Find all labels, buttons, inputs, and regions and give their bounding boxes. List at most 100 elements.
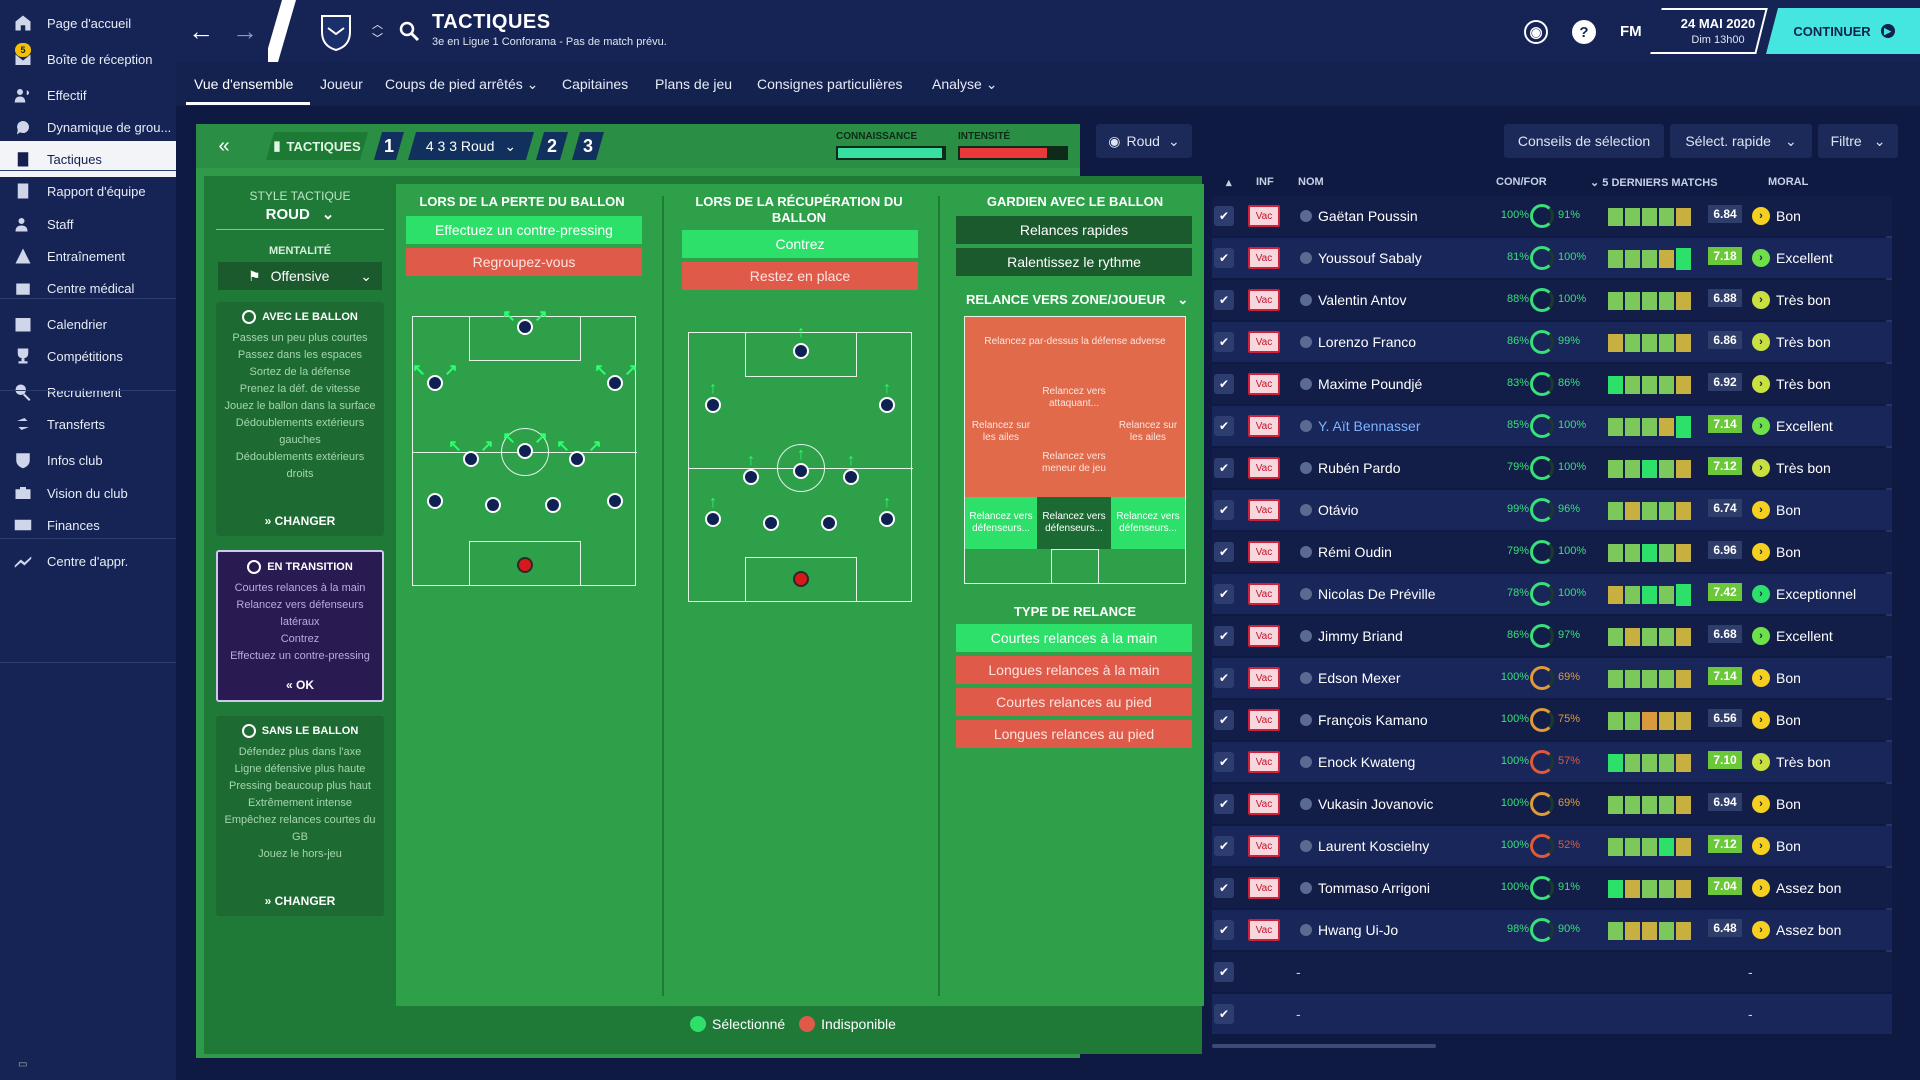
player-name[interactable]: Otávio xyxy=(1318,502,1359,518)
out-possession-box[interactable]: SANS LE BALLON Défendez plus dans l'axe L… xyxy=(216,716,384,916)
check-icon[interactable]: ✔ xyxy=(1214,206,1234,226)
check-icon[interactable]: ✔ xyxy=(1214,332,1234,352)
club-switch-arrows-icon[interactable]: ︿ ﹀ xyxy=(372,19,383,45)
slow-pace-button[interactable]: Ralentissez le rythme xyxy=(956,248,1192,276)
check-icon[interactable]: ✔ xyxy=(1214,752,1234,772)
sidebar-item-vision[interactable]: Vision du club xyxy=(0,475,176,511)
distribute-quickly-button[interactable]: Relances rapides xyxy=(956,216,1192,244)
table-row[interactable]: ✔ Vac Laurent Koscielny 100% 52% 7.12 › Bon xyxy=(1212,826,1892,866)
table-row[interactable]: ✔ Vac Vukasin Jovanovic 100% 69% 6.94 › Bon xyxy=(1212,784,1892,824)
sort-up-icon[interactable]: ▴ xyxy=(1226,177,1232,189)
club-crest-icon[interactable] xyxy=(318,12,354,52)
check-icon[interactable]: ✔ xyxy=(1214,500,1234,520)
in-possession-change-button[interactable]: » CHANGER xyxy=(264,514,336,528)
check-icon[interactable]: ✔ xyxy=(1214,920,1234,940)
check-icon[interactable]: ✔ xyxy=(1214,626,1234,646)
selection-advice-button[interactable]: Conseils de sélection xyxy=(1504,124,1664,158)
sidebar-item-calendar[interactable]: Calendrier xyxy=(0,306,176,342)
long-throw-button[interactable]: Longues relances à la main xyxy=(956,656,1192,684)
sidebar-item-report[interactable]: Rapport d'équipe xyxy=(0,173,176,209)
help-icon[interactable]: ? xyxy=(1572,20,1596,44)
player-name[interactable]: Lorenzo Franco xyxy=(1318,334,1417,350)
table-row[interactable]: ✔ Vac Youssouf Sabaly 81% 100% 7.18 › Excellent xyxy=(1212,238,1892,278)
tab-3[interactable]: Capitaines xyxy=(562,76,628,92)
table-row[interactable]: ✔ Vac Rémi Oudin 79% 100% 6.96 › Bon xyxy=(1212,532,1892,572)
sidebar-item-tactics[interactable]: Tactiques xyxy=(0,141,176,177)
check-icon[interactable]: ✔ xyxy=(1214,416,1234,436)
table-row[interactable]: ✔ Vac Jimmy Briand 86% 97% 6.68 › Excellent xyxy=(1212,616,1892,656)
check-icon[interactable]: ✔ xyxy=(1214,962,1234,982)
zone-playmaker[interactable]: Relancez vers meneur de jeu xyxy=(1037,429,1111,497)
regroup-button[interactable]: Regroupez-vous xyxy=(406,248,642,276)
sidebar-item-training[interactable]: Entraînement xyxy=(0,238,176,274)
sidebar-item-home[interactable]: Page d'accueil xyxy=(0,5,176,41)
check-icon[interactable]: ✔ xyxy=(1214,290,1234,310)
zone-target-forward[interactable]: Relancez vers attaquant... xyxy=(1037,367,1111,429)
check-icon[interactable]: ✔ xyxy=(1214,1004,1234,1024)
table-row[interactable]: ✔ Vac Lorenzo Franco 86% 99% 6.86 › Très bon xyxy=(1212,322,1892,362)
col-con-for[interactable]: CON/FOR xyxy=(1496,176,1547,188)
player-name[interactable]: Maxime Poundjé xyxy=(1318,376,1423,392)
player-name[interactable]: Y. Aït Bennasser xyxy=(1318,418,1421,434)
col-last5[interactable]: ⌄ 5 DERNIERS MATCHS xyxy=(1590,177,1718,189)
fm-menu-logo[interactable]: FM xyxy=(1620,23,1642,40)
check-icon[interactable]: ✔ xyxy=(1214,710,1234,730)
player-name[interactable]: Nicolas De Préville xyxy=(1318,586,1436,602)
zone-fullback-left[interactable]: Relancez vers défenseurs... xyxy=(965,497,1037,549)
quick-select-button[interactable]: Sélect. rapide ⌄ xyxy=(1670,124,1812,158)
sidebar-item-club-info[interactable]: Infos club xyxy=(0,442,176,478)
collapse-panel-icon[interactable]: « xyxy=(218,134,230,157)
table-row[interactable]: ✔ Vac Tommaso Arrigoni 100% 91% 7.04 › Assez bo… xyxy=(1212,868,1892,908)
check-icon[interactable]: ✔ xyxy=(1214,458,1234,478)
short-kick-button[interactable]: Courtes relances au pied xyxy=(956,688,1192,716)
sidebar-item-dynamics[interactable]: Dynamique de grou... xyxy=(0,109,176,145)
tactical-style-value[interactable]: ROUD ⌄ xyxy=(216,205,384,223)
tab-6[interactable]: Analyse ⌄ xyxy=(932,76,997,93)
sidebar-item-inbox[interactable]: 5 Boîte de réception xyxy=(0,41,176,77)
player-name[interactable]: Rubén Pardo xyxy=(1318,460,1401,476)
player-name[interactable]: Enock Kwateng xyxy=(1318,754,1416,770)
sidebar-item-staff[interactable]: Staff xyxy=(0,206,176,242)
intensity-meter[interactable] xyxy=(958,146,1068,160)
col-inf[interactable]: INF xyxy=(1256,176,1274,188)
table-row[interactable]: ✔ Vac Otávio 99% 96% 6.74 › Bon xyxy=(1212,490,1892,530)
in-transition-box[interactable]: EN TRANSITION Courtes relances à la main… xyxy=(216,550,384,702)
check-icon[interactable]: ✔ xyxy=(1214,374,1234,394)
hold-shape-button[interactable]: Restez en place xyxy=(682,262,918,290)
sidebar-item-transfers[interactable]: Transferts xyxy=(0,406,176,442)
check-icon[interactable]: ✔ xyxy=(1214,668,1234,688)
zone-flanks-left[interactable]: Relancez sur les ailes xyxy=(965,367,1037,497)
player-name[interactable]: Tommaso Arrigoni xyxy=(1318,880,1431,896)
player-name[interactable]: Rémi Oudin xyxy=(1318,544,1392,560)
keyboard-icon[interactable]: ▭ xyxy=(18,1059,28,1070)
player-name[interactable]: Jimmy Briand xyxy=(1318,628,1403,644)
tab-2[interactable]: Coups de pied arrêtés ⌄ xyxy=(385,76,538,93)
role-select[interactable]: ◉ Roud ⌄ xyxy=(1096,124,1192,158)
tab-0[interactable]: Vue d'ensemble xyxy=(194,76,293,92)
player-name[interactable]: Hwang Ui-Jo xyxy=(1318,922,1399,938)
sidebar-item-scouting[interactable]: Recrutement xyxy=(0,374,176,410)
sidebar-item-finances[interactable]: Finances xyxy=(0,507,176,543)
col-moral[interactable]: MORAL xyxy=(1768,176,1809,188)
in-possession-box[interactable]: AVEC LE BALLON Passes un peu plus courte… xyxy=(216,302,384,536)
long-kick-button[interactable]: Longues relances au pied xyxy=(956,720,1192,748)
check-icon[interactable]: ✔ xyxy=(1214,584,1234,604)
forward-arrow-icon[interactable]: → xyxy=(232,15,258,46)
distribute-zone-title[interactable]: RELANCE VERS ZONE/JOUEUR ⌄ xyxy=(956,292,1194,308)
col-name[interactable]: NOM xyxy=(1298,176,1324,188)
sidebar-item-medical[interactable]: Centre médical xyxy=(0,270,176,306)
player-name[interactable]: Valentin Antov xyxy=(1318,292,1407,308)
player-name[interactable]: Edson Mexer xyxy=(1318,670,1401,686)
table-row[interactable]: ✔ - - xyxy=(1212,952,1892,992)
tab-4[interactable]: Plans de jeu xyxy=(655,76,732,92)
ball-icon[interactable]: ◉ xyxy=(1524,20,1548,44)
table-row[interactable]: ✔ Vac Hwang Ui-Jo 98% 90% 6.48 › Assez bon xyxy=(1212,910,1892,950)
mentality-select[interactable]: ⚑ Offensive ⌄ xyxy=(218,262,382,290)
sidebar-item-trophy[interactable]: Compétitions xyxy=(0,338,176,374)
table-row[interactable]: ✔ Vac Rubén Pardo 79% 100% 7.12 › Très bon xyxy=(1212,448,1892,488)
familiarity-meter[interactable] xyxy=(836,146,946,160)
search-icon[interactable] xyxy=(398,20,420,42)
zone-flanks-right[interactable]: Relancez sur les ailes xyxy=(1111,367,1185,497)
short-throw-button[interactable]: Courtes relances à la main xyxy=(956,624,1192,652)
player-name[interactable]: François Kamano xyxy=(1318,712,1428,728)
